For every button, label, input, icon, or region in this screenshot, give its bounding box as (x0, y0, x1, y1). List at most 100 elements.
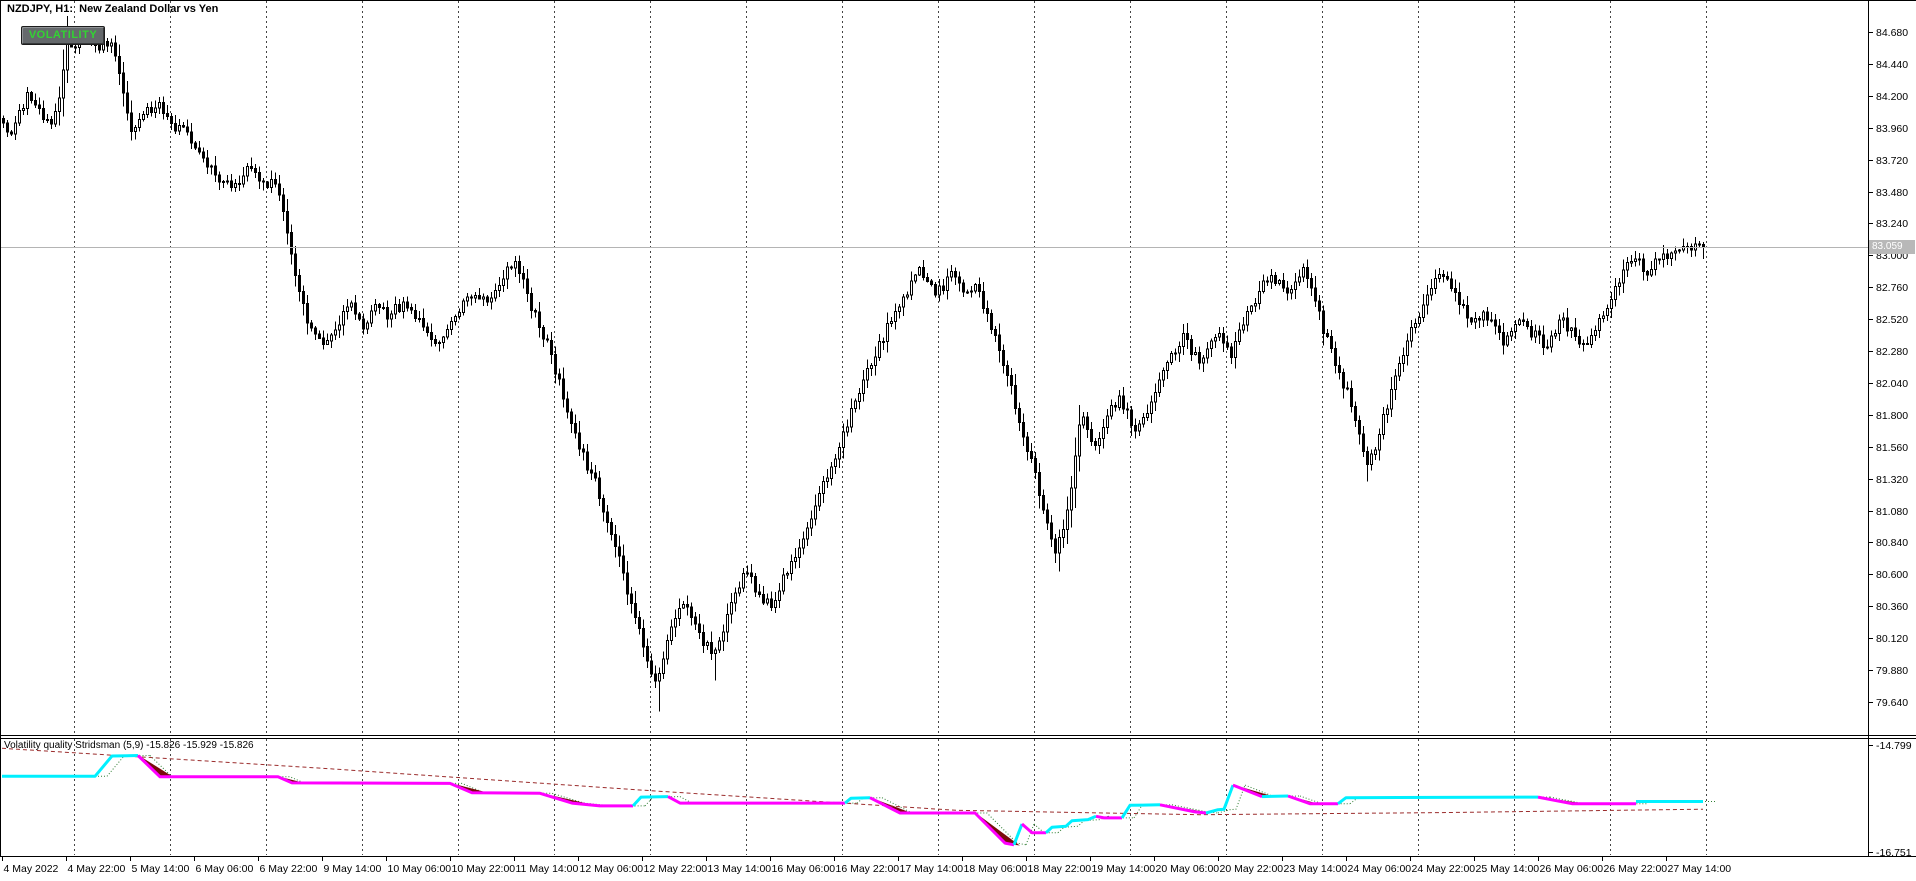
candle-body (626, 572, 629, 595)
time-axis-label: 26 May 22:00 (1604, 863, 1668, 875)
candle-body (1330, 335, 1333, 350)
candle-body (1574, 327, 1577, 337)
candle-body (1398, 362, 1401, 377)
candle-body (686, 604, 689, 608)
candle-body (294, 253, 297, 276)
candle-body (210, 165, 213, 168)
candle-body (1482, 311, 1485, 321)
candle-body (1590, 334, 1593, 345)
candle-body (574, 422, 577, 434)
price-axis-label: 80.600 (1876, 569, 1908, 581)
candle-body (710, 642, 713, 655)
time-axis[interactable]: 4 May 2022 4 May 22:00 5 May 14:00 6 May 06… (2, 857, 1732, 875)
candle-body (582, 448, 585, 453)
candle-body (770, 598, 773, 609)
candle-body (146, 107, 149, 116)
candle-body (750, 572, 753, 578)
candle-body (1450, 278, 1453, 289)
candle-body (738, 587, 741, 594)
candle-body (6, 122, 9, 133)
candle-body (162, 101, 165, 114)
candle-body (1174, 352, 1177, 355)
candle-body (1386, 408, 1389, 416)
candle-body (938, 285, 941, 296)
candle-body (1470, 317, 1473, 323)
candle-body (390, 313, 393, 320)
time-axis-label: 20 May 06:00 (1156, 863, 1220, 875)
price-axis-label: 82.040 (1876, 378, 1908, 390)
candle-body (214, 165, 217, 176)
candle-body (698, 623, 701, 633)
candle-body (310, 322, 313, 329)
candle-body (954, 271, 957, 278)
time-axis-label: 23 May 14:00 (1284, 863, 1348, 875)
candle-body (706, 642, 709, 647)
candle-body (250, 166, 253, 169)
indicator-lag-dotted-line (644, 796, 681, 807)
candle-body (1582, 343, 1585, 346)
time-axis-label: 18 May 22:00 (1028, 863, 1092, 875)
candle-body (282, 194, 285, 212)
candle-body (894, 310, 897, 323)
candle-body (1646, 271, 1649, 276)
candle-body (1030, 450, 1033, 460)
candle-body (134, 127, 137, 133)
candle-body (206, 157, 209, 168)
candle-body (242, 175, 245, 185)
grid-lines (74, 1, 1707, 855)
candle-body (714, 649, 717, 655)
candle-body (906, 294, 909, 298)
candle-body (810, 518, 813, 529)
candle-body (1282, 279, 1285, 289)
candle-body (682, 604, 685, 609)
candle-body (1218, 333, 1221, 338)
candle-body (646, 646, 649, 662)
candle-body (734, 592, 737, 604)
candle-body (1534, 330, 1537, 338)
candle-body (874, 356, 877, 366)
candle-body (870, 365, 873, 369)
indicator-main-line-cyan (844, 796, 871, 805)
candle-body (1390, 388, 1393, 410)
candle-body (762, 594, 765, 604)
candle-body (818, 492, 821, 507)
candle-body (322, 337, 325, 346)
candle-body (254, 167, 257, 173)
candle-body (346, 306, 349, 312)
candle-body (1314, 287, 1317, 302)
candle-body (798, 547, 801, 558)
time-axis-label: 10 May 06:00 (388, 863, 452, 875)
candle-body (1186, 332, 1189, 341)
price-axis-label: 82.280 (1876, 346, 1908, 358)
candle-body (354, 302, 357, 315)
volatility-button[interactable]: VOLATILITY (21, 26, 105, 45)
candle-body (1270, 275, 1273, 283)
candle-body (1458, 292, 1461, 305)
candle-body (994, 329, 997, 336)
candle-body (986, 308, 989, 314)
price-axis[interactable]: 84.680 84.440 84.200 83.960 83.720 83.480 83.2… (1868, 27, 1912, 859)
candle-body (1110, 405, 1113, 417)
candle-body (1438, 274, 1441, 279)
candle-body (54, 110, 57, 125)
candle-body (1034, 458, 1037, 474)
candle-body (1506, 335, 1509, 346)
candle-body (458, 312, 461, 317)
indicator-main-line-cyan (631, 795, 669, 807)
candle-body (690, 606, 693, 618)
time-axis-label: 27 May 14:00 (1668, 863, 1732, 875)
time-axis-label: 12 May 22:00 (644, 863, 708, 875)
candle-body (826, 477, 829, 483)
candle-body (338, 324, 341, 331)
candle-body (922, 266, 925, 278)
candle-body (722, 631, 725, 642)
candle-body (46, 119, 49, 122)
time-axis-label: 24 May 06:00 (1348, 863, 1412, 875)
candle-body (670, 626, 673, 641)
candle-body (246, 166, 249, 177)
candle-body (1610, 299, 1613, 309)
candle-body (1222, 333, 1225, 344)
candle-body (1406, 340, 1409, 357)
candle-body (674, 617, 677, 628)
